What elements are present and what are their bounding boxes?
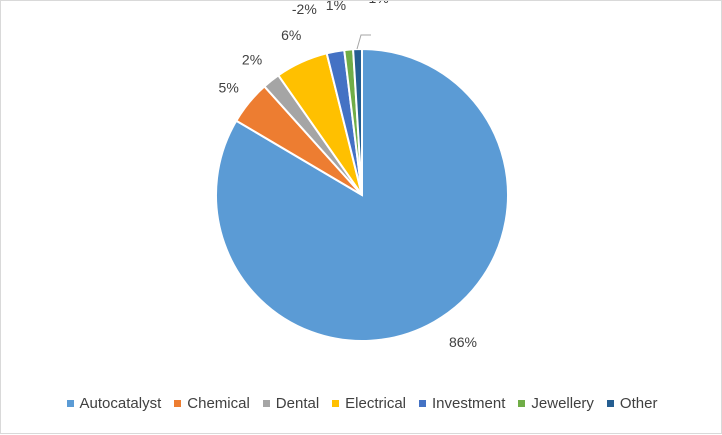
legend-item-investment: Investment xyxy=(419,395,505,412)
data-label-chemical: 5% xyxy=(219,79,239,95)
legend-item-autocatalyst: Autocatalyst xyxy=(66,395,162,412)
legend-item-dental: Dental xyxy=(262,395,320,412)
legend-swatch-dental xyxy=(262,400,270,407)
legend-swatch-electrical xyxy=(332,400,340,407)
legend-item-electrical: Electrical xyxy=(332,395,406,412)
legend-label-electrical: Electrical xyxy=(345,395,407,412)
legend-label-jewellery: Jewellery xyxy=(531,395,594,412)
legend-item-chemical: Chemical xyxy=(174,395,250,412)
data-label-electrical: 6% xyxy=(281,27,301,43)
data-label-dental: 2% xyxy=(242,52,262,68)
legend-item-jewellery: Jewellery xyxy=(518,395,594,412)
slice-other xyxy=(352,47,363,196)
legend-label-chemical: Chemical xyxy=(187,395,250,412)
legend-swatch-autocatalyst xyxy=(66,400,74,407)
data-label-jewellery: 1% xyxy=(326,1,346,13)
legend-swatch-chemical xyxy=(174,400,182,407)
data-label-other: 1% xyxy=(368,1,388,6)
legend-swatch-investment xyxy=(419,400,427,407)
legend-label-investment: Investment xyxy=(432,395,506,412)
legend-swatch-other xyxy=(606,400,614,407)
data-label-investment: -2% xyxy=(292,1,317,17)
legend-swatch-jewellery xyxy=(518,400,526,407)
legend: Autocatalyst Chemical Dental Electrical Inve… xyxy=(1,395,722,412)
data-label-autocatalyst: 86% xyxy=(449,334,477,350)
legend-label-autocatalyst: Autocatalyst xyxy=(79,395,162,412)
leader-line-other xyxy=(356,34,371,50)
legend-label-other: Other xyxy=(619,395,658,412)
legend-label-dental: Dental xyxy=(275,395,320,412)
legend-item-other: Other xyxy=(606,395,658,412)
